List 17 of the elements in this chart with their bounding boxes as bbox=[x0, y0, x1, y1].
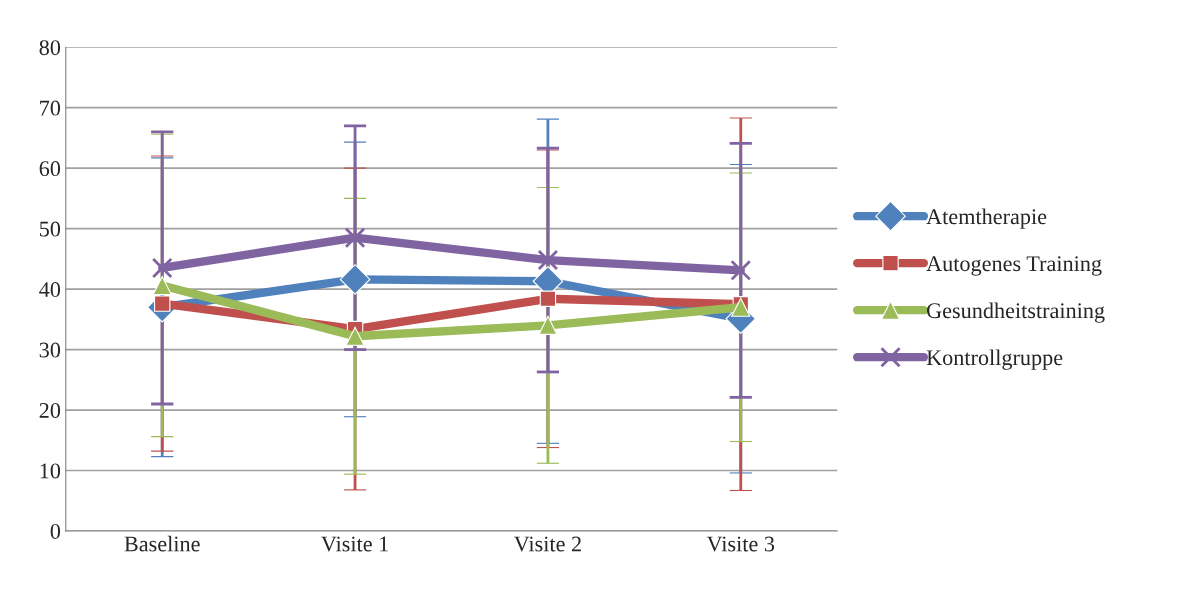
x-tick-label: Visite 2 bbox=[513, 536, 581, 552]
x-tick-label: Visite 1 bbox=[321, 536, 388, 552]
legend-label: Autogenes Training bbox=[926, 256, 1102, 276]
y-tick-label: 70 bbox=[40, 100, 61, 116]
y-tick-label: 0 bbox=[50, 523, 61, 539]
y-tick-label: 80 bbox=[39, 40, 61, 56]
y-tick-label: 10 bbox=[40, 463, 61, 479]
legend-label: Atemtherapie bbox=[926, 208, 1047, 229]
legend-label: Gesundheitstraining bbox=[927, 302, 1105, 323]
y-tick-label: 30 bbox=[39, 342, 61, 358]
legend-label: Kontrollgruppe bbox=[926, 349, 1063, 370]
x-tick-label: Visite 3 bbox=[706, 536, 775, 552]
y-tick-label: 40 bbox=[39, 282, 61, 298]
y-tick-label: 60 bbox=[39, 161, 61, 177]
y-tick-label: 20 bbox=[39, 402, 61, 418]
x-tick-label: Baseline bbox=[124, 535, 200, 552]
y-tick-label: 50 bbox=[39, 221, 61, 237]
